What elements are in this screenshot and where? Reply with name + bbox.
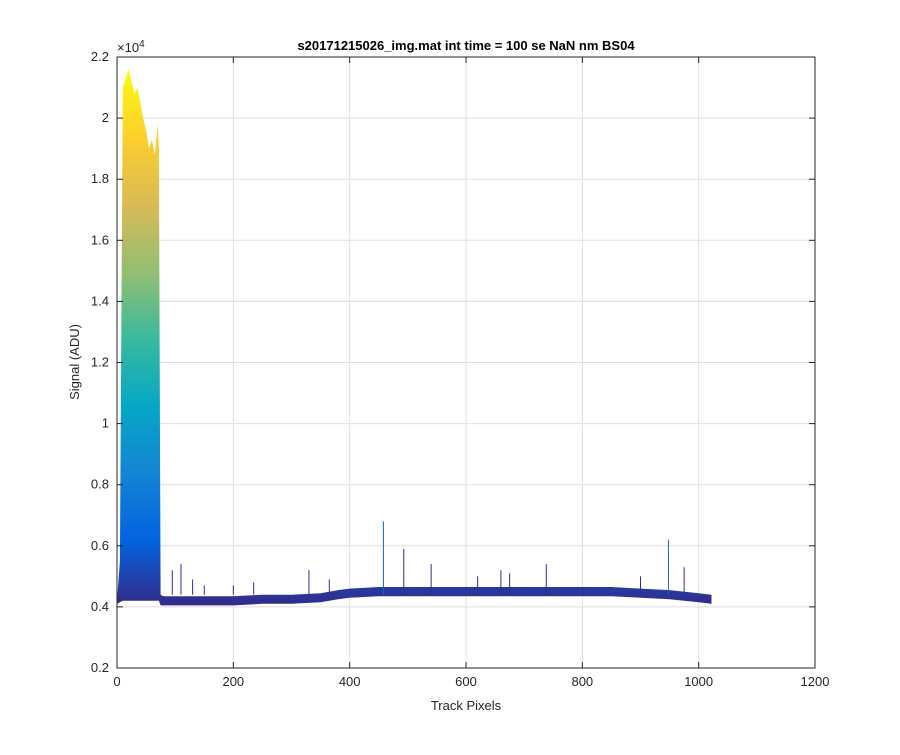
grid-lines xyxy=(117,57,815,668)
y-axis-label: Signal (ADU) xyxy=(67,324,82,400)
x-tick-label: 0 xyxy=(113,674,120,689)
axis-ticks: 0 200 400 600 800 1000 1200 0.2 0.4 0.6 0.8 1 1.2 1.4… xyxy=(91,49,830,689)
y-tick-label: 1.4 xyxy=(91,293,109,308)
y-axis-exponent: ×104 xyxy=(117,39,145,55)
y-tick-label: 2.2 xyxy=(91,49,109,64)
x-tick-label: 800 xyxy=(571,674,593,689)
data-layer xyxy=(117,69,712,606)
y-tick-label: 1.8 xyxy=(91,171,109,186)
y-tick-label: 1.2 xyxy=(91,355,109,370)
y-tick-label: 0.6 xyxy=(91,538,109,553)
y-axis-exponent-power: 4 xyxy=(139,39,145,50)
y-axis-exponent-base: ×10 xyxy=(117,40,139,55)
x-tick-label: 600 xyxy=(455,674,477,689)
chart-title: s20171215026_img.mat int time = 100 se N… xyxy=(297,38,635,53)
x-tick-label: 200 xyxy=(222,674,244,689)
x-tick-label: 400 xyxy=(339,674,361,689)
y-tick-label: 1 xyxy=(102,416,109,431)
y-tick-label: 0.2 xyxy=(91,660,109,675)
y-tick-label: 0.4 xyxy=(91,599,109,614)
y-tick-label: 0.8 xyxy=(91,477,109,492)
y-tick-label: 1.6 xyxy=(91,232,109,247)
y-tick-label: 2 xyxy=(102,110,109,125)
x-tick-label: 1200 xyxy=(801,674,830,689)
x-axis-label: Track Pixels xyxy=(431,698,502,713)
x-tick-label: 1000 xyxy=(684,674,713,689)
